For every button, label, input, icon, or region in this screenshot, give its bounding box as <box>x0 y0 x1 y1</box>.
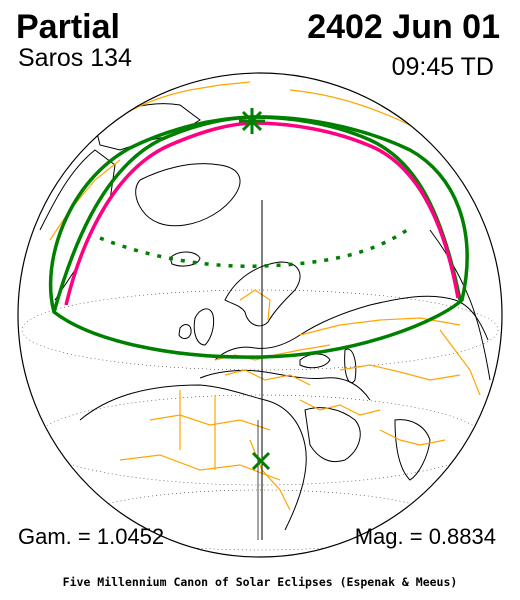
asia-east-coast <box>429 229 491 381</box>
globe-outline <box>17 72 503 558</box>
uk-coast <box>193 308 215 346</box>
gamma-value: Gam. = 1.0452 <box>18 524 165 549</box>
border-africa-mid <box>119 454 281 481</box>
penumbral-outer-limit <box>48 115 469 359</box>
globe-disk <box>18 73 502 557</box>
magnitude-value: Mag. = 0.8834 <box>354 524 496 549</box>
border-asia-east <box>439 329 481 396</box>
ireland-coast <box>178 324 192 339</box>
eclipse-time-label: 09:45 TD <box>391 53 494 81</box>
border-north-america <box>49 159 121 241</box>
eclipse-type-title: Partial <box>16 8 120 46</box>
saros-label: Saros 134 <box>18 44 132 72</box>
africa-coast <box>79 384 307 531</box>
x-cross-icon <box>251 451 271 471</box>
iceland-coast <box>169 251 201 267</box>
credit-line: Five Millennium Canon of Solar Eclipses … <box>62 575 458 589</box>
asterisk-icon <box>239 108 265 134</box>
border-asia-south <box>379 429 446 446</box>
arabia-coast <box>304 407 361 463</box>
border-russia <box>299 317 461 336</box>
eurasia-coast <box>214 295 489 361</box>
border-europe-2 <box>224 369 311 386</box>
eclipse-date-title: 2402 Jun 01 <box>307 8 500 46</box>
border-africa-north <box>149 414 271 431</box>
india-coast <box>394 419 431 481</box>
penumbral-dotted-curve <box>99 226 412 268</box>
border-central-asia <box>339 364 461 381</box>
border-middle-east <box>299 399 381 416</box>
greenland-coast <box>135 163 241 227</box>
